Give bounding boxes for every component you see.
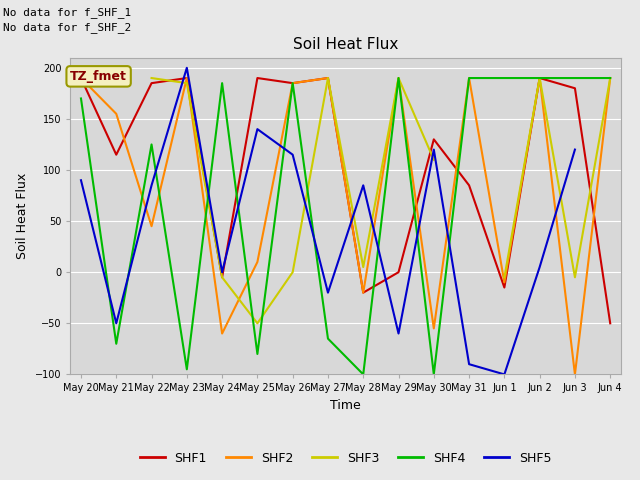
Legend: SHF1, SHF2, SHF3, SHF4, SHF5: SHF1, SHF2, SHF3, SHF4, SHF5: [134, 446, 557, 469]
Text: No data for f_SHF_1: No data for f_SHF_1: [3, 7, 131, 18]
X-axis label: Time: Time: [330, 399, 361, 412]
Y-axis label: Soil Heat Flux: Soil Heat Flux: [16, 173, 29, 259]
Text: TZ_fmet: TZ_fmet: [70, 70, 127, 83]
Text: No data for f_SHF_2: No data for f_SHF_2: [3, 22, 131, 33]
Title: Soil Heat Flux: Soil Heat Flux: [293, 37, 398, 52]
